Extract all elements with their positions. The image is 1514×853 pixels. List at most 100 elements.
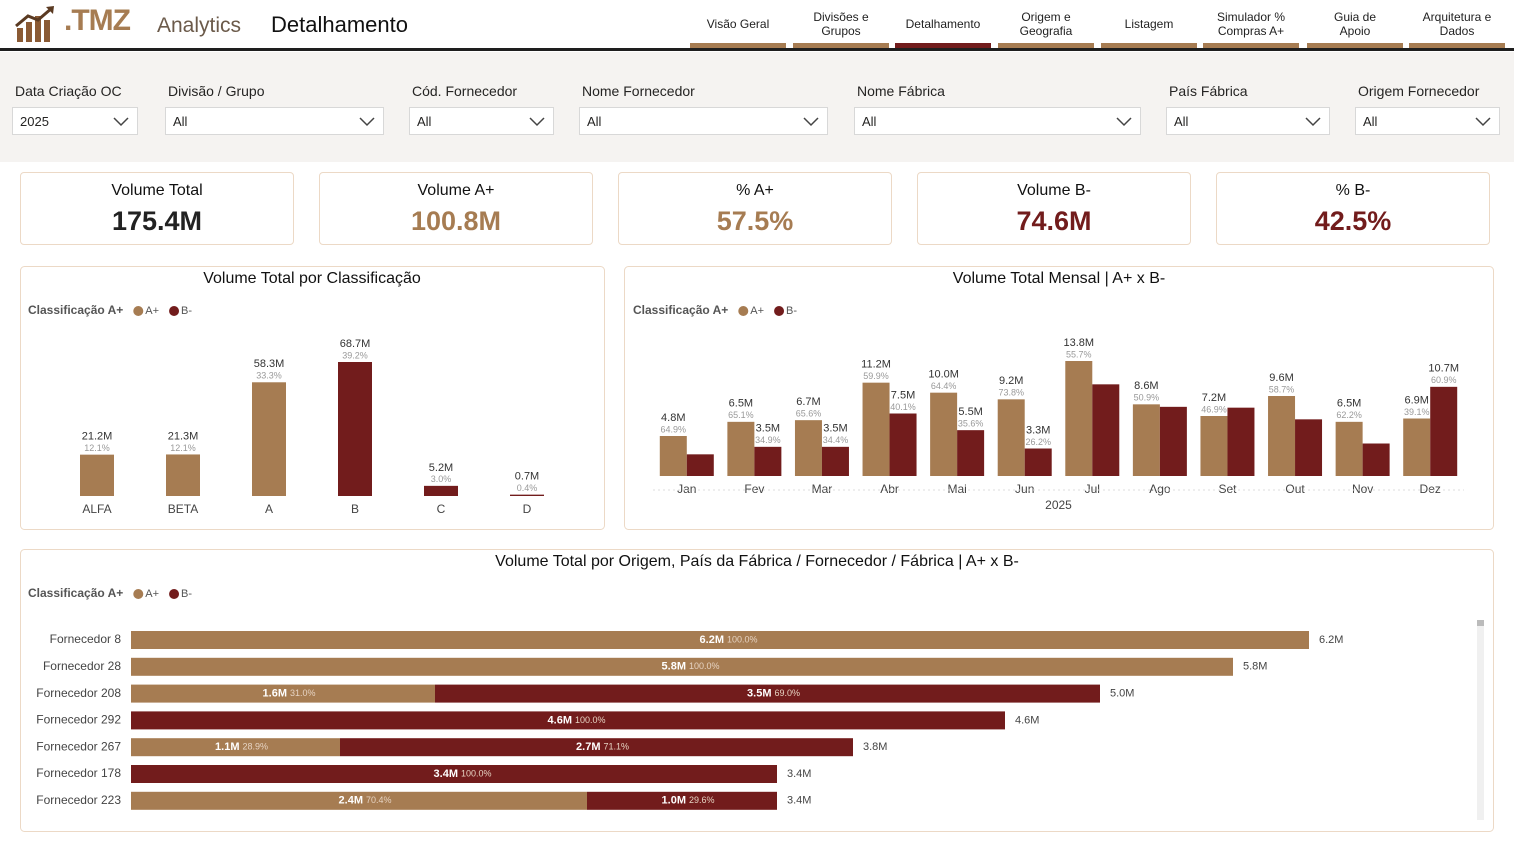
share-label: 34.9% bbox=[755, 435, 781, 445]
total-label: 4.6M bbox=[1015, 714, 1039, 726]
chevron[interactable] bbox=[359, 117, 375, 127]
filter-dropdown[interactable]: All bbox=[1355, 107, 1500, 135]
filter-dropdown[interactable]: All bbox=[579, 107, 828, 135]
share-label: 73.8% bbox=[998, 388, 1024, 398]
filter-value: All bbox=[417, 114, 432, 129]
y-tick-label: Fornecedor 8 bbox=[50, 632, 122, 646]
chart-title: Volume Total Mensal | A+ x B- bbox=[953, 270, 1165, 287]
bar bbox=[338, 362, 372, 496]
data-label: 3.3M bbox=[1026, 424, 1050, 436]
bar bbox=[166, 454, 200, 496]
legend-swatch bbox=[774, 306, 785, 316]
data-label: 8.6M bbox=[1134, 380, 1158, 392]
total-label: 6.2M bbox=[1319, 634, 1343, 646]
share-label: 64.9% bbox=[661, 424, 687, 434]
y-tick-label: Fornecedor 292 bbox=[36, 713, 121, 727]
scrollbar-thumb[interactable] bbox=[1477, 620, 1484, 626]
share-label: 71.1% bbox=[604, 742, 630, 752]
share-label: 3.0% bbox=[431, 474, 452, 484]
data-label: 6.5M bbox=[1337, 398, 1361, 410]
nav-item[interactable]: Origem e Geografia bbox=[1019, 10, 1073, 38]
x-tick-label: Jul bbox=[1085, 482, 1100, 496]
x-tick-label: Abr bbox=[880, 482, 899, 496]
nav-item[interactable]: Divisões e Grupos bbox=[813, 10, 869, 38]
x-tick-label: A bbox=[265, 502, 273, 516]
share-label: 12.1% bbox=[170, 443, 196, 453]
legend-label: B- bbox=[786, 305, 797, 317]
kpi-label: Volume Total bbox=[111, 182, 203, 199]
bar bbox=[889, 413, 917, 476]
filter-label: Origem Fornecedor bbox=[1358, 83, 1480, 99]
data-label: 6.5M bbox=[729, 398, 753, 410]
nav-underline bbox=[1409, 43, 1505, 48]
filter-dropdown[interactable]: All bbox=[165, 107, 384, 135]
nav-item[interactable]: Arquitetura e Dados bbox=[1422, 10, 1492, 38]
nav-item[interactable]: Guia de Apoio bbox=[1333, 10, 1377, 38]
bar bbox=[1403, 418, 1431, 476]
filter-label: Cód. Fornecedor bbox=[412, 83, 518, 99]
legend-label: A+ bbox=[145, 305, 159, 317]
data-label: 21.2M bbox=[82, 431, 113, 443]
share-label: 12.1% bbox=[84, 443, 110, 453]
bar bbox=[131, 791, 587, 810]
x-tick-label: Ago bbox=[1149, 482, 1171, 496]
data-label: 10.0M bbox=[928, 369, 959, 381]
share-label: 55.7% bbox=[1066, 349, 1092, 359]
filter-label: País Fábrica bbox=[1169, 83, 1248, 99]
chevron[interactable] bbox=[113, 117, 129, 127]
nav-item[interactable]: Listagem bbox=[1124, 17, 1174, 31]
logo-text: .TMZ bbox=[64, 4, 131, 37]
kpi-label: % B- bbox=[1335, 182, 1371, 199]
chart-title: Volume Total por Classificação bbox=[203, 270, 421, 287]
kpi-card: % B- 42.5% bbox=[1216, 172, 1490, 245]
bar bbox=[587, 791, 777, 810]
bar bbox=[1092, 384, 1120, 476]
kpi-card: Volume A+ 100.8M bbox=[319, 172, 593, 245]
legend-swatch bbox=[169, 589, 180, 599]
data-label: 2.4M bbox=[339, 795, 363, 807]
scrollbar[interactable] bbox=[1477, 620, 1484, 820]
filter-dropdown[interactable]: All bbox=[409, 107, 554, 135]
chevron[interactable] bbox=[803, 117, 819, 127]
chevron[interactable] bbox=[529, 117, 545, 127]
nav-item[interactable]: Simulador % Compras A+ bbox=[1216, 10, 1286, 38]
kpi-label: Volume B- bbox=[1017, 182, 1091, 199]
share-label: 28.9% bbox=[243, 742, 269, 752]
filter-dropdown[interactable]: All bbox=[1166, 107, 1330, 135]
nav-item[interactable]: Detalhamento bbox=[905, 17, 981, 31]
share-label: 100.0% bbox=[689, 661, 720, 671]
data-label: 68.7M bbox=[340, 338, 371, 350]
chevron[interactable] bbox=[1475, 117, 1491, 127]
share-label: 39.1% bbox=[1404, 407, 1430, 417]
data-label: 4.6M bbox=[548, 714, 572, 726]
chevron[interactable] bbox=[1305, 117, 1321, 127]
bar bbox=[862, 382, 890, 476]
data-label: 6.9M bbox=[1404, 394, 1428, 406]
filter-dropdown[interactable]: 2025 bbox=[12, 107, 138, 135]
header-bar bbox=[0, 0, 1514, 48]
bar bbox=[131, 631, 1309, 649]
nav-item[interactable]: Visão Geral bbox=[706, 17, 770, 31]
bar bbox=[252, 382, 286, 496]
bar bbox=[1200, 416, 1228, 476]
chevron[interactable] bbox=[1116, 117, 1132, 127]
nav-underline bbox=[1203, 43, 1299, 48]
data-label: 3.5M bbox=[756, 423, 780, 435]
filter-value: 2025 bbox=[20, 114, 49, 129]
bar bbox=[131, 711, 1005, 730]
bar bbox=[131, 738, 340, 757]
bar bbox=[686, 454, 714, 476]
bar bbox=[727, 421, 755, 476]
share-label: 64.4% bbox=[931, 381, 957, 391]
bar bbox=[1065, 361, 1093, 476]
x-tick-label: Jun bbox=[1015, 482, 1034, 496]
bar bbox=[1024, 448, 1052, 476]
share-label: 59.9% bbox=[863, 371, 889, 381]
share-label: 50.9% bbox=[1134, 393, 1160, 403]
share-label: 26.2% bbox=[1025, 437, 1051, 447]
kpi-value: 74.6M bbox=[1016, 206, 1092, 236]
filter-dropdown[interactable]: All bbox=[854, 107, 1141, 135]
share-label: 100.0% bbox=[575, 715, 606, 725]
total-label: 3.4M bbox=[787, 768, 811, 780]
